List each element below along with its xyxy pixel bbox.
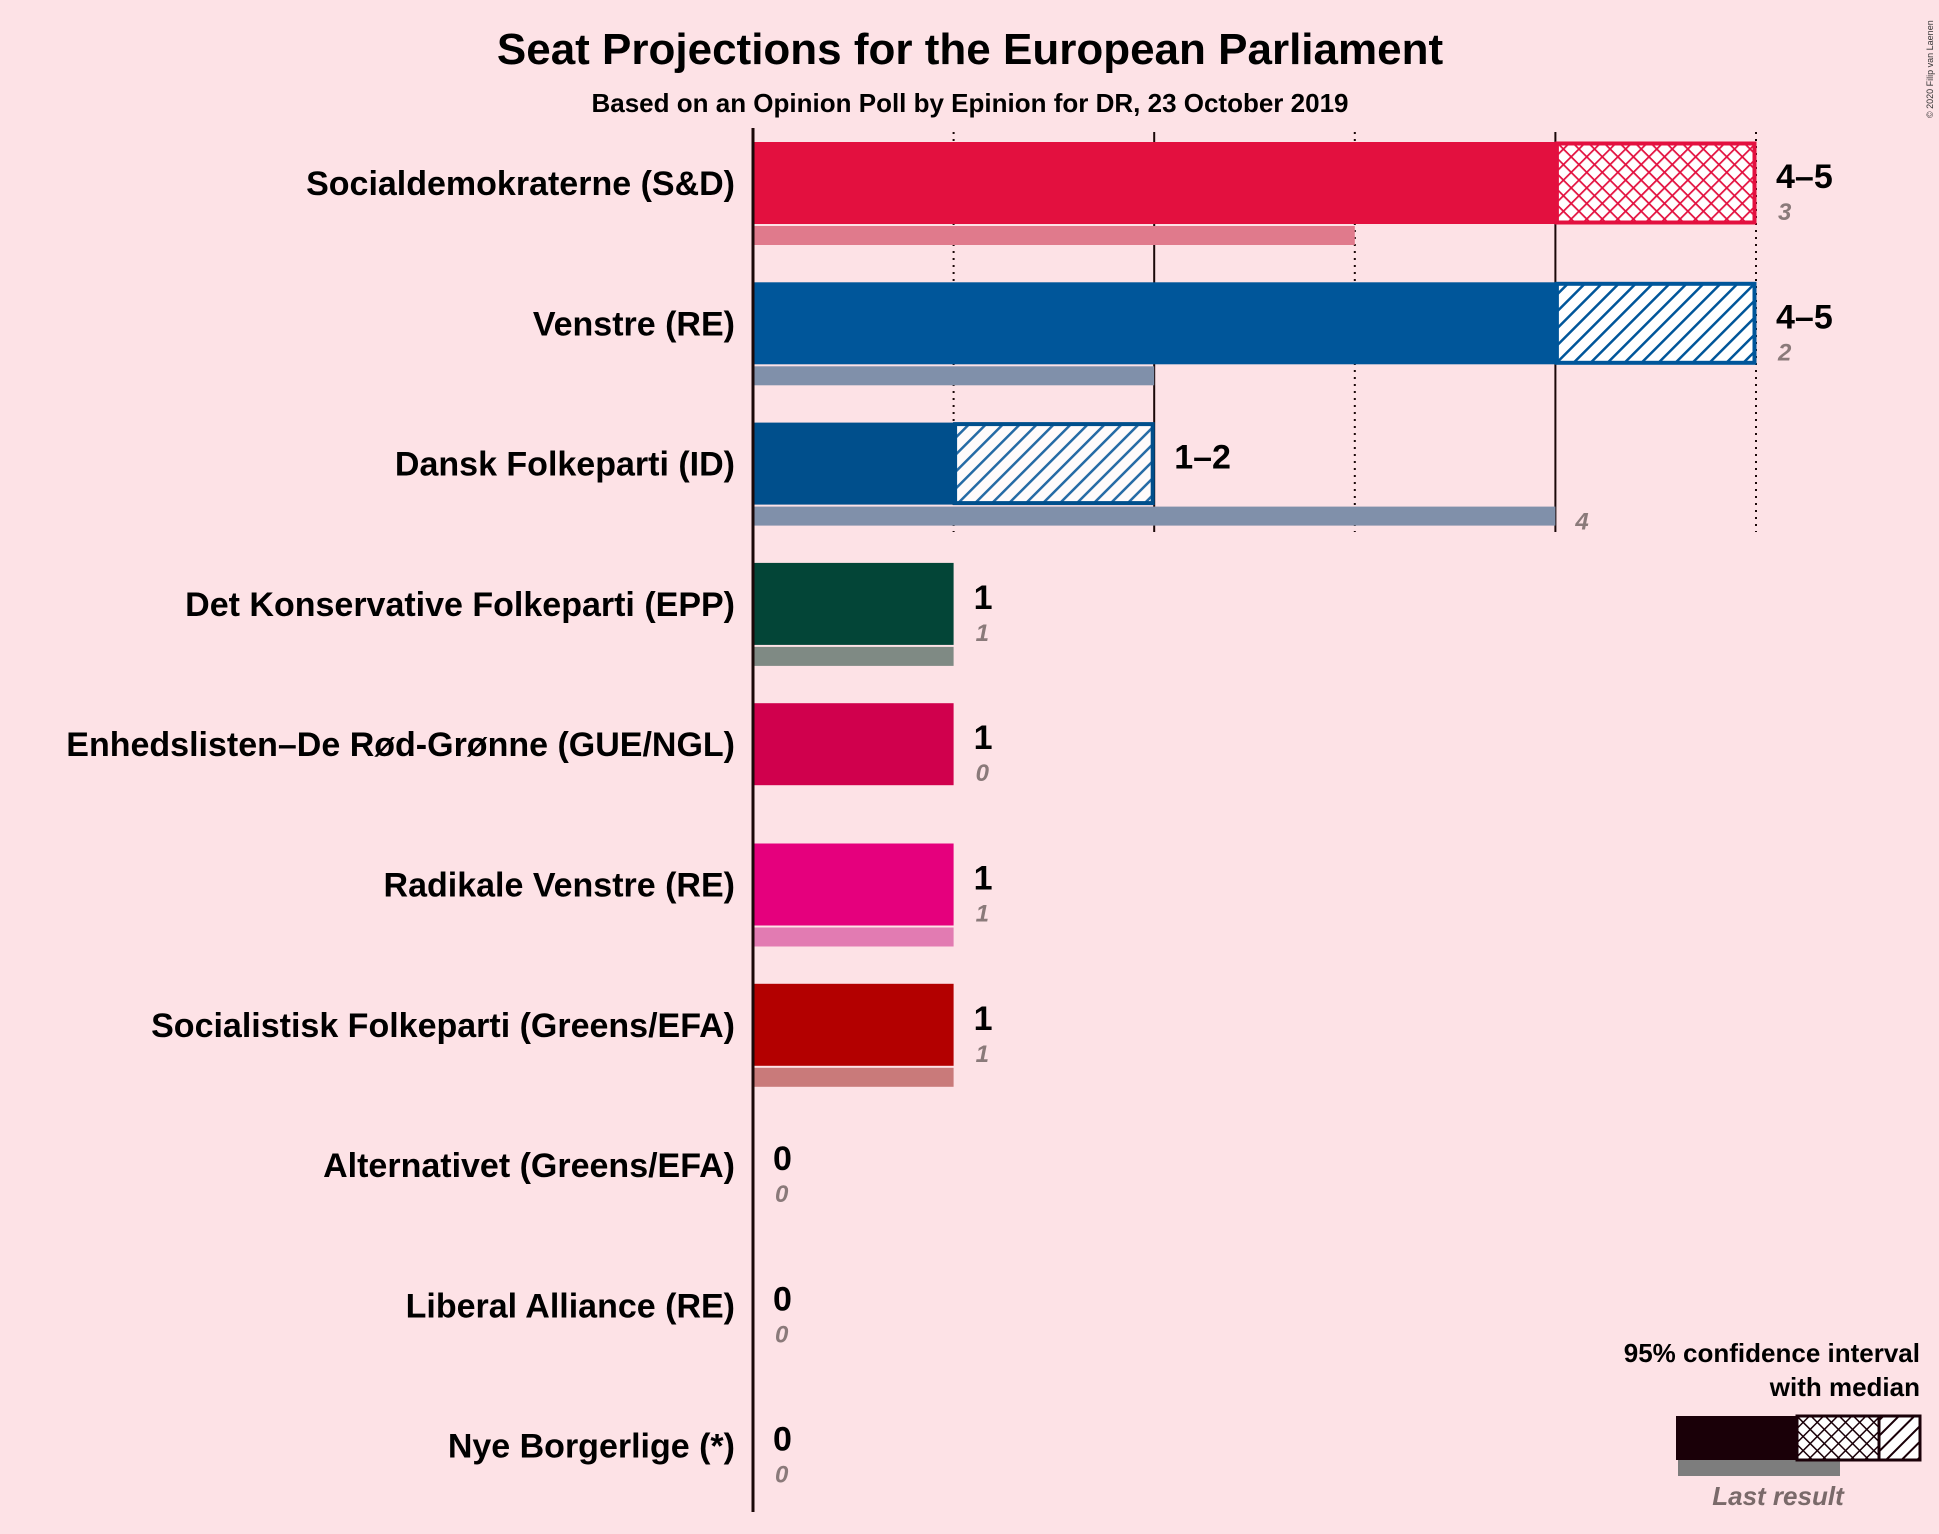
last-result-label: 0 <box>775 1181 789 1208</box>
last-result-bar <box>753 646 954 666</box>
projection-bar <box>753 142 1556 224</box>
party-name: Det Konservative Folkeparti (EPP) <box>185 586 735 624</box>
last-result-bar <box>753 927 954 947</box>
party-name: Liberal Alliance (RE) <box>406 1287 735 1325</box>
last-result-label: 0 <box>775 1321 789 1348</box>
last-result-label: 4 <box>1574 509 1588 536</box>
last-result-bar <box>753 366 1155 386</box>
party-name: Radikale Venstre (RE) <box>384 867 735 905</box>
chart-title: Seat Projections for the European Parlia… <box>497 25 1444 74</box>
party-name: Enhedslisten–De Rød-Grønne (GUE/NGL) <box>66 726 735 764</box>
legend-ci-line2: with median <box>1769 1372 1920 1402</box>
party-name: Alternativet (Greens/EFA) <box>323 1147 735 1185</box>
last-result-bar <box>753 226 1355 245</box>
legend-cross-hatch-segment <box>1795 1414 1881 1462</box>
party-name: Dansk Folkeparti (ID) <box>395 446 735 484</box>
projection-bar <box>753 562 954 645</box>
party-row-7: Alternativet (Greens/EFA) 0 0 <box>323 1140 792 1208</box>
seat-range-label: 1 <box>974 1000 993 1038</box>
seat-range-label: 1–2 <box>1174 439 1231 477</box>
seat-range-label: 1 <box>974 719 993 757</box>
legend-ci-line1: 95% confidence interval <box>1624 1338 1920 1368</box>
confidence-interval-bar <box>953 422 1155 506</box>
seat-range-label: 0 <box>773 1421 792 1459</box>
legend-last-result-label: Last result <box>1712 1481 1845 1511</box>
seat-range-label: 4–5 <box>1776 158 1833 196</box>
party-row-3: Det Konservative Folkeparti (EPP) 1 1 <box>185 562 993 666</box>
party-row-5: Radikale Venstre (RE) 1 1 <box>384 843 993 947</box>
last-result-label: 0 <box>976 760 990 787</box>
chart-legend: 95% confidence interval with median Last… <box>1624 1338 1922 1511</box>
party-row-2: Dansk Folkeparti (ID) 1–2 4 <box>395 422 1589 536</box>
party-name: Venstre (RE) <box>533 305 735 343</box>
party-rows: Socialdemokraterne (S&D) 4–5 3 Venstre (RE)… <box>66 141 1833 1489</box>
projection-bar <box>753 983 954 1066</box>
seat-range-label: 4–5 <box>1776 298 1833 336</box>
confidence-interval-bar <box>1554 281 1757 365</box>
seat-range-label: 1 <box>974 579 993 617</box>
last-result-bar <box>753 1067 954 1087</box>
party-row-0: Socialdemokraterne (S&D) 4–5 3 <box>306 141 1833 245</box>
projection-bar <box>753 703 954 786</box>
last-result-label: 3 <box>1778 199 1792 226</box>
last-result-label: 2 <box>1777 339 1792 366</box>
last-result-label: 0 <box>775 1462 789 1489</box>
seat-range-label: 0 <box>773 1140 792 1178</box>
party-name: Socialistisk Folkeparti (Greens/EFA) <box>151 1007 735 1045</box>
party-row-4: Enhedslisten–De Rød-Grønne (GUE/NGL) 1 0 <box>66 703 993 787</box>
last-result-bar <box>753 506 1556 526</box>
party-row-9: Nye Borgerlige (*) 0 0 <box>448 1421 792 1489</box>
party-name: Socialdemokraterne (S&D) <box>306 165 735 203</box>
party-row-8: Liberal Alliance (RE) 0 0 <box>406 1280 792 1348</box>
last-result-label: 1 <box>976 620 989 647</box>
last-result-label: 1 <box>976 1041 989 1068</box>
copyright-notice: © 2020 Filip van Laenen <box>1925 20 1935 118</box>
last-result-label: 1 <box>976 901 989 928</box>
projection-bar <box>753 422 954 505</box>
party-name: Nye Borgerlige (*) <box>448 1428 735 1466</box>
seat-range-label: 1 <box>974 860 993 898</box>
projection-bar <box>753 282 1556 365</box>
legend-solid-segment <box>1676 1416 1797 1460</box>
projection-bar <box>753 843 954 926</box>
seat-range-label: 0 <box>773 1280 792 1318</box>
legend-diagonal-hatch-segment <box>1877 1414 1922 1462</box>
confidence-interval-bar <box>1554 141 1757 225</box>
party-row-1: Venstre (RE) 4–5 2 <box>533 281 1833 386</box>
chart-subtitle: Based on an Opinion Poll by Epinion for … <box>591 88 1348 118</box>
party-row-6: Socialistisk Folkeparti (Greens/EFA) 1 1 <box>151 983 993 1087</box>
